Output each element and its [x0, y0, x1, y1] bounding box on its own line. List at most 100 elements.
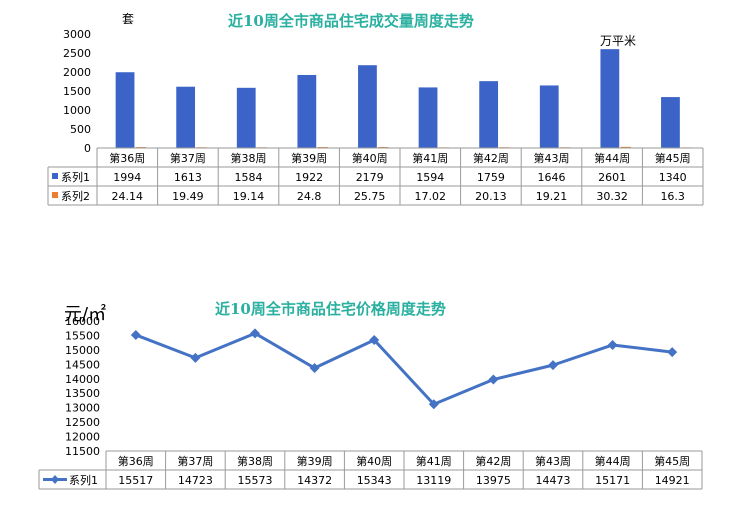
- x-category-label: 第39周: [297, 454, 333, 468]
- x-category-label: 第37周: [170, 151, 206, 165]
- bar-1: [176, 86, 196, 148]
- data-table-value: 15517: [118, 474, 153, 487]
- data-table-value: 13975: [476, 474, 511, 487]
- x-category-label: 第43周: [534, 151, 570, 165]
- x-category-label: 第44周: [595, 454, 631, 468]
- y-tick-label: 12000: [65, 431, 100, 444]
- x-category-label: 第41周: [412, 151, 448, 165]
- data-table-value: 19.21: [536, 190, 568, 203]
- legend-label: 系列1: [69, 473, 98, 487]
- legend-swatch: [52, 173, 58, 179]
- data-point: [309, 363, 320, 374]
- x-category-label: 第38周: [237, 454, 273, 468]
- data-table-value: 1759: [477, 171, 505, 184]
- data-table-value: 2601: [598, 171, 626, 184]
- data-table-value: 14921: [655, 474, 690, 487]
- data-point: [488, 374, 499, 385]
- data-table-value: 19.14: [233, 190, 265, 203]
- y-tick-label: 11500: [65, 445, 100, 458]
- data-point: [190, 352, 201, 363]
- y-tick-label: 14000: [65, 373, 100, 386]
- x-category-label: 第39周: [291, 151, 327, 165]
- y-tick-label: 1000: [63, 104, 91, 117]
- y-tick-label: 12500: [65, 416, 100, 429]
- legend-label: 系列2: [61, 189, 90, 203]
- data-point: [369, 334, 380, 345]
- data-table-value: 2179: [356, 171, 384, 184]
- chart1-unit-left: 套: [122, 12, 135, 26]
- y-tick-label: 15000: [65, 344, 100, 357]
- data-table-value: 13119: [416, 474, 451, 487]
- y-tick-label: 16000: [65, 315, 100, 328]
- y-tick-label: 500: [70, 123, 91, 136]
- data-table-value: 1922: [295, 171, 323, 184]
- chart1-unit-right: 万平米: [600, 34, 637, 48]
- y-tick-label: 15500: [65, 329, 100, 342]
- y-tick-label: 13000: [65, 402, 100, 415]
- data-table-value: 20.13: [475, 190, 507, 203]
- data-table-value: 25.75: [354, 190, 386, 203]
- legend-marker: [51, 475, 59, 484]
- data-table-value: 15171: [595, 474, 630, 487]
- data-table-value: 15343: [357, 474, 392, 487]
- x-category-label: 第36周: [118, 454, 154, 468]
- x-category-label: 第45周: [654, 454, 690, 468]
- chart1-title: 近10周全市商品住宅成交量周度走势: [228, 12, 474, 30]
- data-table-value: 1340: [659, 171, 687, 184]
- x-category-label: 第44周: [594, 151, 630, 165]
- data-point: [250, 328, 260, 339]
- chart2-unit: 元/㎡: [64, 304, 107, 325]
- data-table-value: 1613: [174, 171, 202, 184]
- x-category-label: 第37周: [177, 454, 213, 468]
- data-point: [607, 339, 618, 350]
- y-tick-label: 3000: [63, 28, 91, 41]
- legend-swatch: [52, 192, 58, 198]
- bar-1: [297, 74, 317, 148]
- x-category-label: 第42周: [475, 454, 511, 468]
- bar-1: [539, 85, 559, 148]
- bar-1: [115, 72, 135, 148]
- y-tick-label: 14500: [65, 358, 100, 371]
- x-category-label: 第41周: [416, 454, 452, 468]
- bar-1: [358, 65, 377, 148]
- bar-1: [600, 49, 620, 148]
- bar-2: [620, 146, 631, 148]
- data-table-value: 1994: [113, 171, 141, 184]
- x-category-label: 第42周: [473, 151, 509, 165]
- bar-1: [661, 97, 680, 148]
- data-point: [667, 347, 678, 358]
- data-point: [130, 329, 141, 340]
- y-tick-label: 2500: [63, 47, 91, 60]
- y-tick-label: 2000: [63, 66, 91, 79]
- data-table-value: 1646: [538, 171, 566, 184]
- y-tick-label: 0: [84, 142, 91, 155]
- legend-label: 系列1: [61, 170, 90, 184]
- bar-1: [418, 87, 438, 148]
- data-table-value: 24.8: [297, 190, 322, 203]
- y-tick-label: 13500: [65, 387, 100, 400]
- data-table-value: 30.32: [596, 190, 628, 203]
- series-line: [135, 331, 673, 406]
- data-table-value: 14372: [297, 474, 332, 487]
- x-category-label: 第45周: [655, 151, 691, 165]
- x-category-label: 第40周: [356, 454, 392, 468]
- data-table-value: 1584: [235, 171, 263, 184]
- data-point: [548, 360, 558, 371]
- x-category-label: 第38周: [231, 151, 267, 165]
- data-table-value: 17.02: [415, 190, 447, 203]
- chart2-title: 近10周全市商品住宅价格周度走势: [215, 300, 446, 318]
- x-category-label: 第43周: [535, 454, 571, 468]
- data-point: [428, 399, 439, 410]
- bar-1: [479, 81, 499, 148]
- data-table-value: 14723: [178, 474, 213, 487]
- x-category-label: 第40周: [352, 151, 388, 165]
- x-category-label: 第36周: [109, 151, 145, 165]
- data-table-value: 15573: [238, 474, 273, 487]
- data-table-value: 24.14: [112, 190, 144, 203]
- y-tick-label: 1500: [63, 85, 91, 98]
- data-table-value: 19.49: [172, 190, 204, 203]
- data-table-value: 1594: [416, 171, 444, 184]
- bar-1: [236, 87, 256, 148]
- data-table-value: 16.3: [660, 190, 685, 203]
